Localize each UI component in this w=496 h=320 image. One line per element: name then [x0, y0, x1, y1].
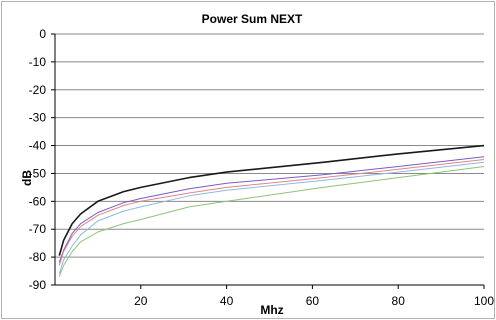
- series-line-3: [58, 159, 485, 266]
- x-axis-label: Mhz: [260, 303, 283, 317]
- x-tick-label: 60: [306, 294, 320, 308]
- chart-title: Power Sum NEXT: [202, 12, 303, 26]
- x-tick-label: 100: [474, 294, 494, 308]
- y-tick-label: -80: [29, 250, 47, 264]
- y-tick-label: -70: [29, 222, 47, 236]
- y-tick-label: -20: [29, 83, 47, 97]
- x-tick-label: 40: [220, 294, 234, 308]
- y-axis-label: dB: [20, 170, 34, 186]
- x-tick-labels: 20 40 60 80 100: [134, 294, 494, 308]
- y-tick-label: -90: [29, 278, 47, 292]
- y-tick-labels: 0 -10 -20 -30 -40 -50 -60 -70 -80 -90: [29, 27, 47, 292]
- y-tick-label: -10: [29, 55, 47, 69]
- y-tick-label: 0: [39, 27, 46, 41]
- series-group: [58, 144, 485, 277]
- series-line-4: [58, 161, 485, 274]
- gridlines: [55, 33, 484, 258]
- axes: [51, 33, 485, 289]
- series-line-2: [58, 156, 485, 263]
- x-tick-label: 20: [134, 294, 148, 308]
- y-tick-label: -30: [29, 111, 47, 125]
- series-line-5: [58, 166, 485, 277]
- y-tick-label: -60: [29, 194, 47, 208]
- y-tick-label: -50: [29, 166, 47, 180]
- y-tick-label: -40: [29, 139, 47, 153]
- x-tick-label: 80: [392, 294, 406, 308]
- series-line-1: [58, 144, 485, 256]
